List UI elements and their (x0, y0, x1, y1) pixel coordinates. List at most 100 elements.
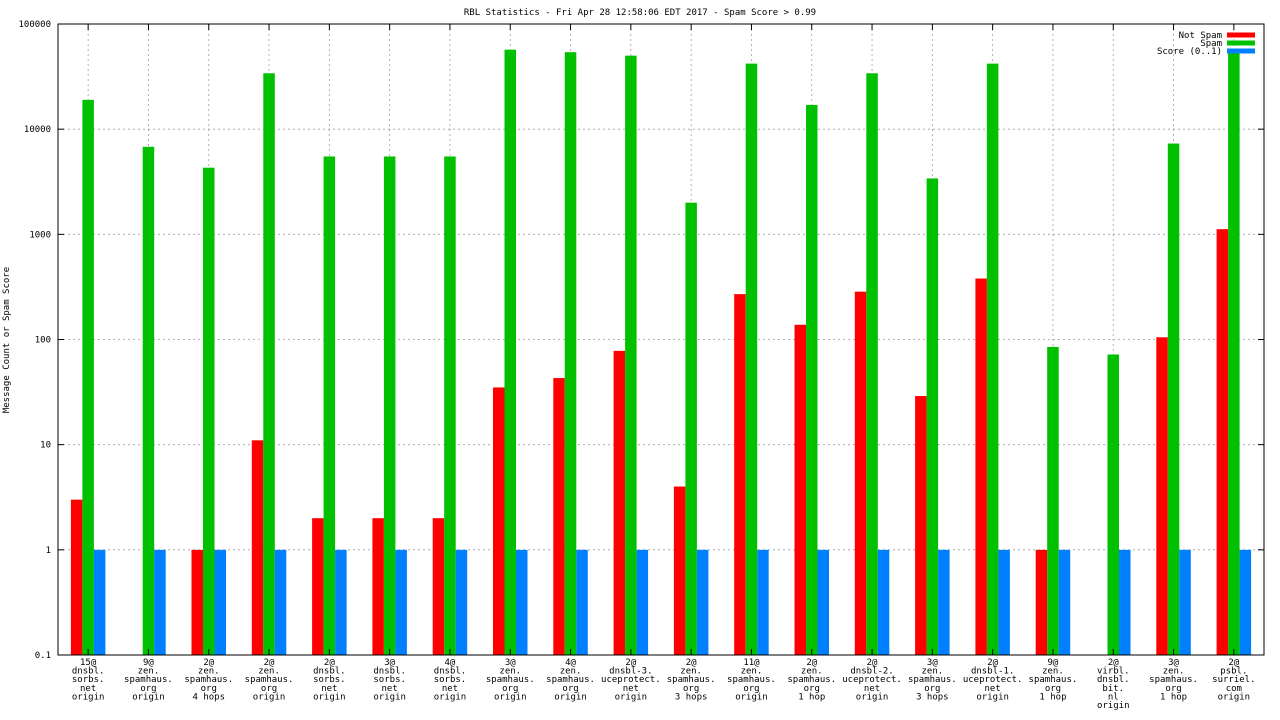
x-tick-label-line: 2@ (625, 658, 636, 668)
x-tick-label-line: org (1045, 684, 1061, 694)
x-tick-label-line: origin (72, 692, 105, 702)
x-tick-label-line: 3@ (384, 658, 395, 668)
x-tick-label-line: origin (494, 692, 527, 702)
bar-not-spam (251, 440, 264, 655)
bar-not-spam (915, 396, 927, 655)
x-tick-label-line: 2@ (987, 658, 998, 668)
x-tick-label-line: zen. (560, 667, 582, 677)
y-tick-label: 1 (46, 546, 51, 556)
y-axis-label: Message Count or Spam Score (2, 267, 12, 413)
x-tick-label-line: origin (132, 692, 165, 702)
bar-not-spam (432, 518, 445, 655)
x-tick-label-line: 9@ (143, 658, 154, 668)
x-tick-label-line: origin (253, 692, 286, 702)
bar-not-spam (794, 324, 806, 655)
x-tick-label-line: 1 hop (798, 692, 825, 702)
legend-label: Not Spam (1179, 31, 1222, 41)
x-tick-label-line: origin (373, 692, 406, 702)
x-tick-label-line: dnsbl. (72, 667, 105, 677)
x-tick-label-line: dnsbl. (434, 667, 467, 677)
x-tick-label-line: dnsbl. (373, 667, 406, 677)
x-tick-label-line: bit. (1102, 684, 1124, 694)
x-tick-label: 3@ zen. spamhaus. org origin (486, 658, 535, 702)
bar-score-0-1 (696, 549, 709, 655)
x-tick-label-line: 1 hop (1160, 692, 1187, 702)
x-tick-label-line: spamhaus. (787, 675, 836, 685)
y-tick-label: 0.1 (35, 651, 51, 661)
x-tick-label-line: nl (1108, 692, 1119, 702)
bar-not-spam (613, 350, 626, 655)
bar-score-0-1 (938, 549, 950, 655)
bar-score-0-1 (998, 549, 1010, 655)
chart-title: RBL Statistics - Fri Apr 28 12:58:06 EDT… (464, 8, 816, 18)
bar-spam (82, 99, 94, 656)
x-tick-label: 9@ zen. spamhaus. org 1 hop (1029, 658, 1078, 702)
bar-score-0-1 (154, 549, 166, 655)
bar-score-0-1 (636, 549, 649, 655)
x-tick-label-line: net (80, 684, 96, 694)
x-tick-label-line: net (985, 684, 1001, 694)
x-tick-label-line: net (321, 684, 337, 694)
x-tick-label-line: 4@ (445, 658, 456, 668)
x-tick-label-line: org (743, 684, 759, 694)
bar-spam (444, 156, 456, 655)
x-tick-label-line: org (924, 684, 940, 694)
x-tick-label-line: 4 hops (192, 692, 225, 702)
x-tick-label-line: org (201, 684, 217, 694)
x-tick-label: 2@ virbl. dnsbl. bit. nl origin (1097, 658, 1130, 711)
x-tick-label-line: zen. (1163, 667, 1185, 677)
bar-not-spam (1156, 337, 1168, 655)
x-tick-label-line: zen. (680, 667, 702, 677)
x-tick-label: 2@ dnsbl-3. uceprotect. net origin (601, 658, 661, 702)
x-tick-label-line: dnsbl-2. (850, 667, 893, 677)
x-tick-label: 2@ dnsbl-1. uceprotect. net origin (963, 658, 1023, 702)
x-tick-label-line: 9@ (1048, 658, 1059, 668)
x-tick-label: 2@ dnsbl. sorbs. net origin (313, 658, 346, 702)
x-tick-label-line: virbl. (1097, 667, 1130, 677)
x-tick-label-line: 3@ (505, 658, 516, 668)
x-tick-label-line: 2@ (203, 658, 214, 668)
x-tick-label-line: 2@ (867, 658, 878, 668)
bar-score-0-1 (455, 549, 468, 655)
x-tick-label-line: sorbs. (313, 675, 346, 685)
x-tick-label-line: origin (1097, 701, 1130, 711)
x-tick-label-line: spamhaus. (184, 675, 233, 685)
x-tick-label-line: org (502, 684, 518, 694)
x-tick-label-line: origin (735, 692, 768, 702)
x-tick-label: 9@ zen. spamhaus. org origin (124, 658, 173, 702)
bar-not-spam (854, 291, 867, 655)
x-tick-label-line: origin (554, 692, 587, 702)
bar-spam (323, 156, 336, 655)
y-tick-label: 10 (40, 441, 51, 451)
x-tick-label-line: zen. (922, 667, 944, 677)
x-tick-label-line: uceprotect. (963, 675, 1023, 685)
bar-not-spam (673, 486, 686, 655)
x-tick-label-line: origin (434, 692, 467, 702)
x-tick-label-line: com (1226, 684, 1242, 694)
bars (70, 49, 1252, 656)
y-tick-label: 100000 (18, 20, 51, 30)
x-tick-label: 2@ zen. spamhaus. org 3 hops (667, 658, 716, 702)
x-tick-label-line: sorbs. (434, 675, 467, 685)
bar-score-0-1 (817, 549, 829, 655)
legend-label: Spam (1200, 39, 1222, 49)
x-tick-label: 2@ dnsbl-2. uceprotect. net origin (842, 658, 902, 702)
legend-swatch (1227, 48, 1255, 54)
legend-label: Score (0..1) (1157, 47, 1222, 57)
bar-not-spam (191, 549, 203, 655)
bar-spam (806, 104, 818, 655)
bar-score-0-1 (274, 549, 287, 655)
x-tick-label-line: org (683, 684, 699, 694)
x-tick-label-line: spamhaus. (124, 675, 173, 685)
bar-spam (1228, 52, 1240, 655)
bar-score-0-1 (576, 549, 588, 655)
x-tick-label-line: 11@ (743, 658, 760, 668)
bar-not-spam (975, 278, 987, 655)
x-tick-label-line: origin (976, 692, 1009, 702)
x-tick-label-line: zen. (741, 667, 763, 677)
bar-spam (1107, 354, 1119, 655)
x-tick-label-line: psbl. (1220, 667, 1247, 677)
bar-spam (685, 202, 697, 655)
legend-swatch (1227, 32, 1255, 38)
